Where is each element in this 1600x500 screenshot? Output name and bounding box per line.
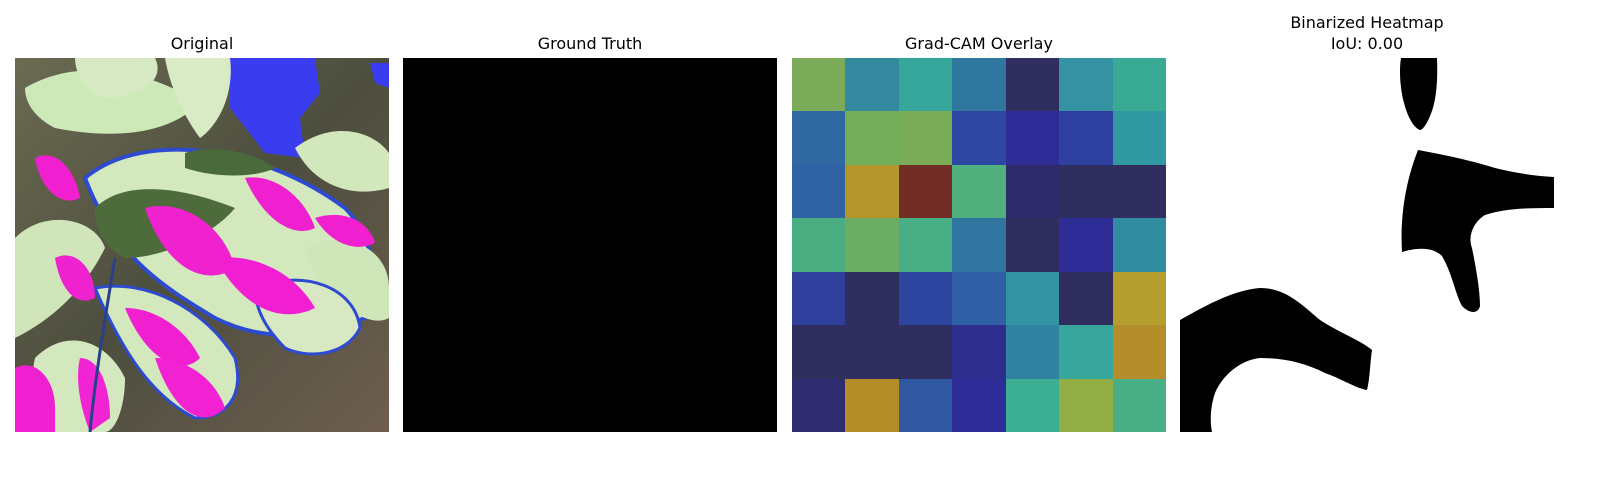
original-leaf-image [15, 58, 389, 432]
iou-readout: IoU: 0.00 [1330, 34, 1404, 53]
gradcam-cell [792, 271, 846, 326]
gradcam-cell [845, 164, 899, 219]
title-original: Original [170, 34, 234, 53]
mask-region [1401, 150, 1554, 312]
title-ground-truth: Ground Truth [537, 34, 643, 53]
gradcam-cell [952, 218, 1006, 272]
gradcam-cell [898, 111, 953, 165]
binarized-title-line: Binarized Heatmap [1290, 13, 1444, 32]
gradcam-cell [845, 58, 899, 112]
gradcam-cell [1059, 378, 1113, 432]
ground-truth-mask [403, 58, 777, 432]
gradcam-cell [792, 111, 846, 165]
gradcam-cell [898, 325, 953, 379]
gradcam-grid [792, 58, 1166, 432]
gradcam-cell [1005, 325, 1060, 379]
gradcam-cell [792, 164, 846, 219]
gradcam-cell [1059, 325, 1113, 379]
gradcam-cell [792, 58, 846, 112]
gradcam-cell [1005, 218, 1060, 272]
gradcam-cell [898, 218, 953, 272]
gradcam-cell [1059, 58, 1113, 112]
gradcam-cell [792, 218, 846, 272]
gradcam-cell [1005, 58, 1060, 112]
gradcam-cell [1112, 164, 1166, 219]
gradcam-cell [952, 325, 1006, 379]
gradcam-cell [1112, 111, 1166, 165]
gradcam-cell [845, 111, 899, 165]
gradcam-cell [845, 218, 899, 272]
gradcam-cell [1059, 218, 1113, 272]
gradcam-cell [845, 325, 899, 379]
gradcam-overlay-image [792, 58, 1166, 432]
gradcam-cell [1005, 164, 1060, 219]
gradcam-cell [898, 164, 953, 219]
gradcam-cell [898, 58, 953, 112]
gradcam-cell [1005, 111, 1060, 165]
title-gradcam-overlay: Grad-CAM Overlay [905, 34, 1053, 53]
gradcam-cell [898, 378, 953, 432]
gradcam-cell [792, 325, 846, 379]
gradcam-cell [952, 378, 1006, 432]
gradcam-cell [898, 271, 953, 326]
gradcam-cell [952, 58, 1006, 112]
gradcam-cell [1112, 325, 1166, 379]
gradcam-cell [1112, 58, 1166, 112]
gradcam-cell [1059, 111, 1113, 165]
gradcam-cell [1059, 164, 1113, 219]
gradcam-cell [952, 164, 1006, 219]
gradcam-cell [1112, 378, 1166, 432]
title-binarized-heatmap: Binarized Heatmap IoU: 0.00 [1180, 12, 1554, 54]
gradcam-cell [1005, 271, 1060, 326]
gradcam-cell [1005, 378, 1060, 432]
gradcam-cell [952, 111, 1006, 165]
gradcam-cell [1059, 271, 1113, 326]
gradcam-cell [845, 378, 899, 432]
gradcam-cell [952, 271, 1006, 326]
binarized-heatmap-mask [1180, 58, 1554, 432]
gradcam-cell [1112, 218, 1166, 272]
gradcam-cell [792, 378, 846, 432]
mask-region [1180, 288, 1372, 432]
gradcam-cell [1112, 271, 1166, 326]
mask-region [1400, 58, 1438, 130]
gradcam-cell [845, 271, 899, 326]
